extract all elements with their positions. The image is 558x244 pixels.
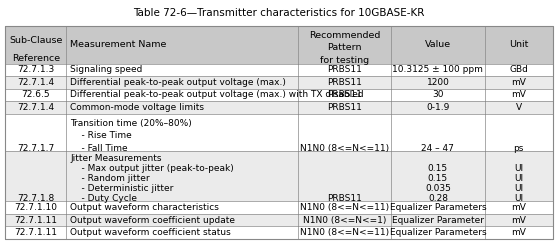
Text: Equalizer Parameter: Equalizer Parameter: [392, 216, 484, 225]
Text: - Random jitter: - Random jitter: [70, 174, 150, 183]
Bar: [5, 89, 553, 101]
Text: 24 – 47: 24 – 47: [421, 144, 454, 153]
Text: 72.7.1.10: 72.7.1.10: [14, 203, 57, 212]
Text: N1N0 (8<=N<=11): N1N0 (8<=N<=11): [300, 144, 389, 153]
Text: 72.7.1.8: 72.7.1.8: [17, 194, 54, 203]
Text: Table 72-6—Transmitter characteristics for 10GBASE-KR: Table 72-6—Transmitter characteristics f…: [133, 8, 425, 18]
Text: 0.15: 0.15: [428, 164, 448, 173]
Text: - Deterministic jitter: - Deterministic jitter: [70, 184, 174, 193]
Text: - Fall Time: - Fall Time: [70, 144, 128, 153]
Text: Jitter Measurements: Jitter Measurements: [70, 154, 162, 163]
Text: Pattern: Pattern: [328, 43, 362, 52]
Text: Signaling speed: Signaling speed: [70, 65, 143, 74]
Text: N1N0 (8<=N<=11): N1N0 (8<=N<=11): [300, 203, 389, 212]
Text: 72.7.1.7: 72.7.1.7: [17, 144, 54, 153]
Bar: [5, 76, 553, 89]
Text: Equalizer Parameters: Equalizer Parameters: [389, 228, 486, 237]
Text: Equalizer Parameters: Equalizer Parameters: [389, 203, 486, 212]
Text: Unit: Unit: [509, 40, 528, 49]
Text: Output waveform characteristics: Output waveform characteristics: [70, 203, 219, 212]
Text: UI: UI: [514, 164, 523, 173]
Bar: [5, 64, 553, 76]
Text: mV: mV: [511, 91, 526, 99]
Text: for testing: for testing: [320, 56, 369, 65]
Text: GBd: GBd: [509, 65, 528, 74]
Text: 0.035: 0.035: [425, 184, 451, 193]
Text: PRBS11: PRBS11: [328, 91, 362, 99]
Text: Measurement Name: Measurement Name: [70, 40, 167, 49]
Text: Common-mode voltage limits: Common-mode voltage limits: [70, 103, 204, 112]
Text: - Max output jitter (peak-to-peak): - Max output jitter (peak-to-peak): [70, 164, 234, 173]
Text: - Duty Cycle: - Duty Cycle: [70, 194, 137, 203]
Text: PRBS11: PRBS11: [328, 78, 362, 87]
Bar: [5, 101, 553, 114]
Text: - Rise Time: - Rise Time: [70, 131, 132, 140]
Text: 72.7.1.11: 72.7.1.11: [14, 216, 57, 225]
Text: Value: Value: [425, 40, 451, 49]
Bar: [5, 26, 553, 239]
Text: 72.7.1.11: 72.7.1.11: [14, 228, 57, 237]
Text: 72.6.5: 72.6.5: [21, 91, 50, 99]
Text: 72.7.1.3: 72.7.1.3: [17, 65, 54, 74]
Text: 0.28: 0.28: [428, 194, 448, 203]
Text: PRBS11: PRBS11: [328, 103, 362, 112]
Text: PRBS11: PRBS11: [328, 65, 362, 74]
Bar: [5, 26, 553, 64]
Bar: [5, 226, 553, 239]
Text: Differential peak-to-peak output voltage (max.): Differential peak-to-peak output voltage…: [70, 78, 286, 87]
Text: UI: UI: [514, 194, 523, 203]
Text: mV: mV: [511, 78, 526, 87]
Text: Output waveform coefficient status: Output waveform coefficient status: [70, 228, 231, 237]
Text: mV: mV: [511, 203, 526, 212]
Bar: [5, 151, 553, 201]
Text: N1N0 (8<=N<=11): N1N0 (8<=N<=11): [300, 228, 389, 237]
Text: 72.7.1.4: 72.7.1.4: [17, 103, 54, 112]
Text: 0.15: 0.15: [428, 174, 448, 183]
Text: 0-1.9: 0-1.9: [426, 103, 450, 112]
Text: 72.7.1.4: 72.7.1.4: [17, 78, 54, 87]
Text: Recommended: Recommended: [309, 31, 381, 40]
Text: mV: mV: [511, 216, 526, 225]
Text: Output waveform coefficient update: Output waveform coefficient update: [70, 216, 235, 225]
Text: 1200: 1200: [426, 78, 449, 87]
Text: Differential peak-to-peak output voltage (max.) with TX disabled: Differential peak-to-peak output voltage…: [70, 91, 364, 99]
Text: Reference: Reference: [12, 54, 60, 63]
Bar: [5, 201, 553, 214]
Text: ps: ps: [513, 144, 524, 153]
Text: PRBS11: PRBS11: [328, 194, 362, 203]
Text: Sub-Clause: Sub-Clause: [9, 36, 62, 45]
Text: UI: UI: [514, 174, 523, 183]
Text: 30: 30: [432, 91, 444, 99]
Text: Transition time (20%–80%): Transition time (20%–80%): [70, 119, 192, 128]
Text: N1N0 (8<=N<=1): N1N0 (8<=N<=1): [303, 216, 387, 225]
Text: UI: UI: [514, 184, 523, 193]
Bar: [5, 214, 553, 226]
Bar: [5, 114, 553, 151]
Text: mV: mV: [511, 228, 526, 237]
Text: 10.3125 ± 100 ppm: 10.3125 ± 100 ppm: [392, 65, 483, 74]
Text: V: V: [516, 103, 522, 112]
